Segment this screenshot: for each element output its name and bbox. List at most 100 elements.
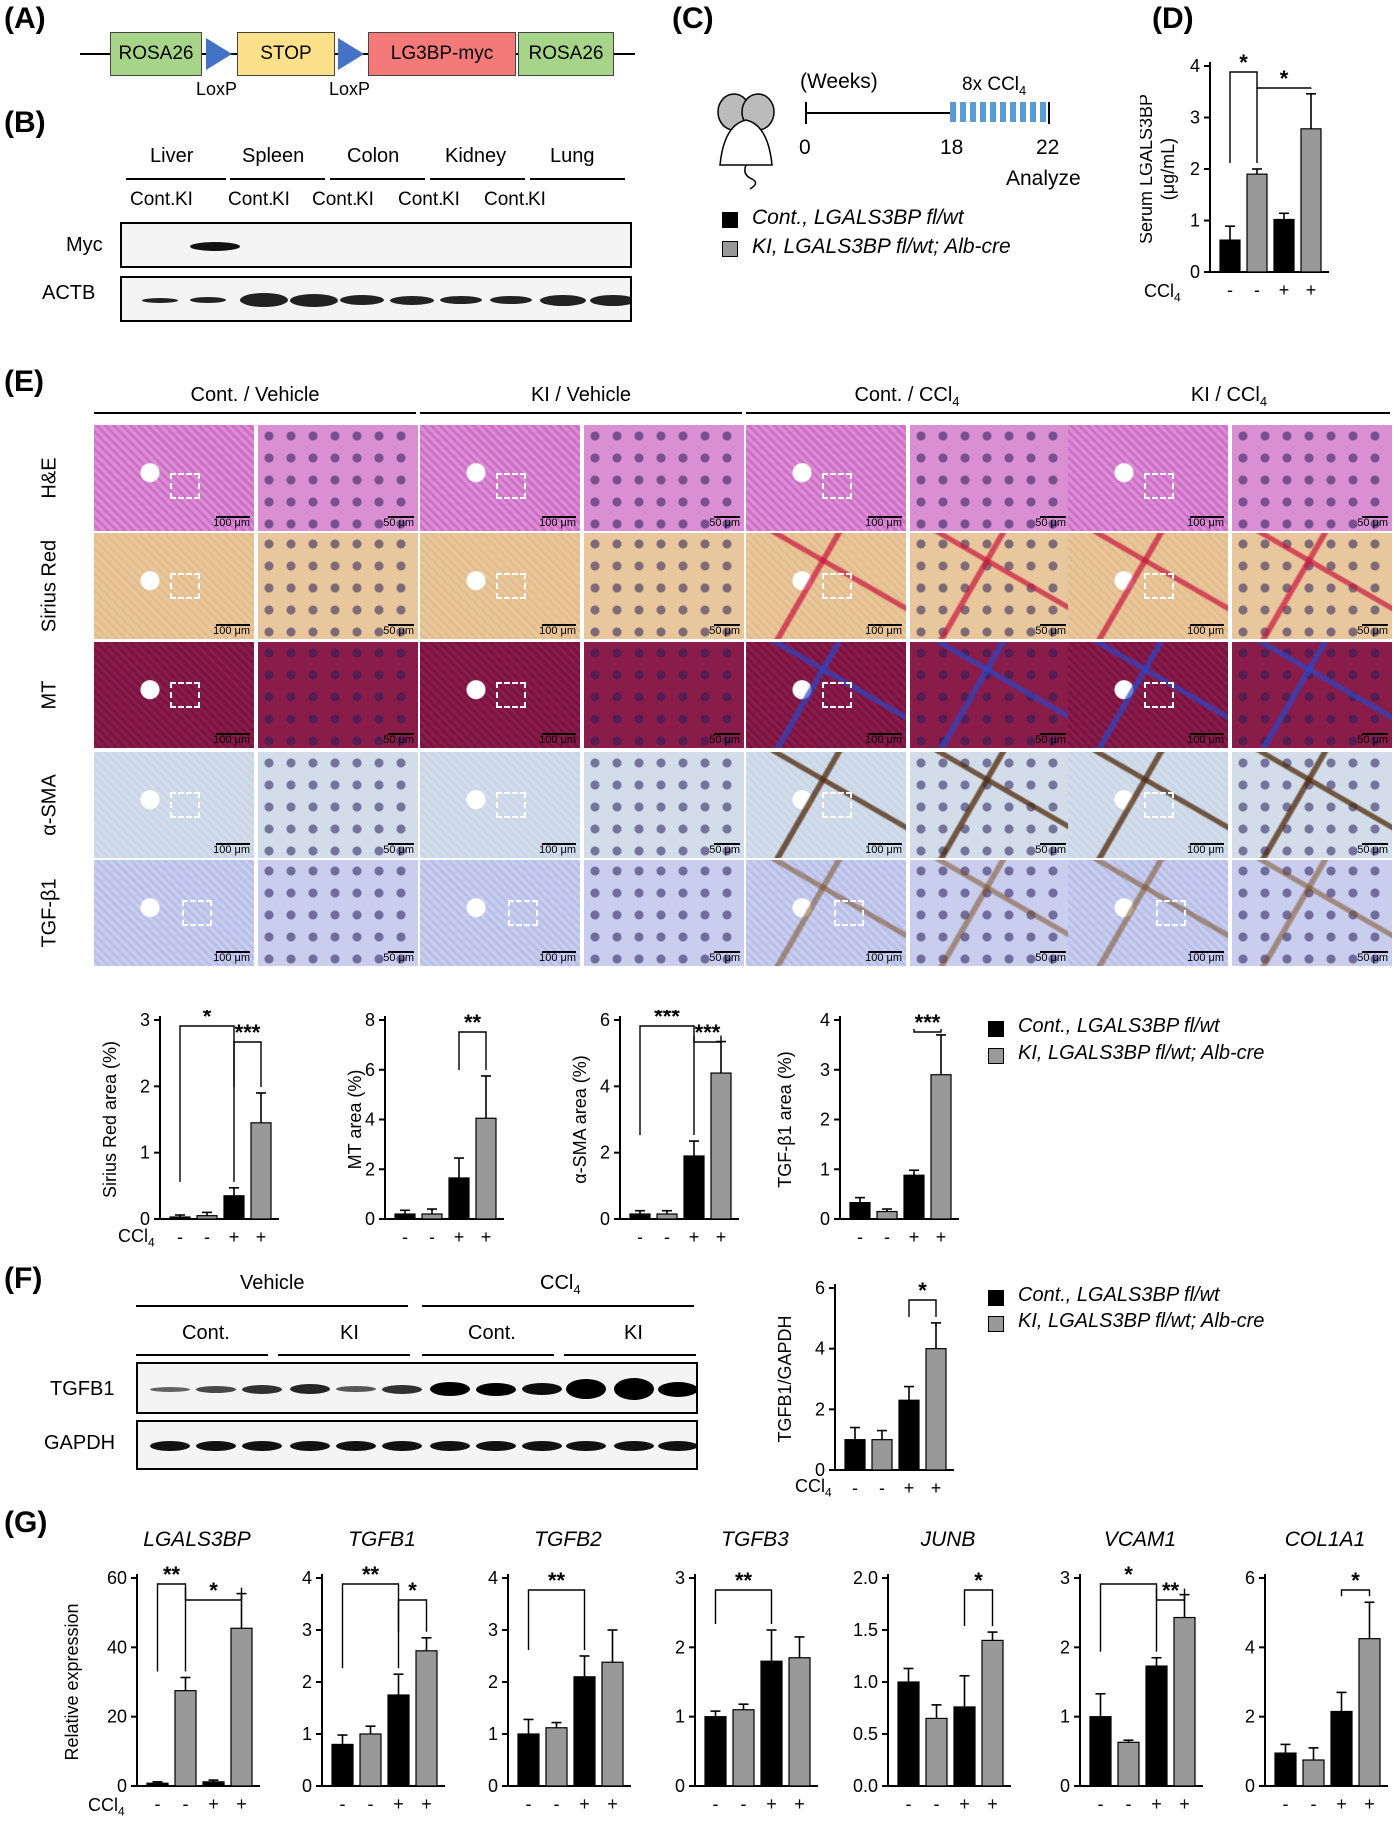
fibrosis-staining: [910, 860, 1070, 966]
blotf-ki-1: KI: [340, 1322, 359, 1344]
scale-bar: [542, 516, 576, 518]
fibrosis-staining: [1068, 642, 1228, 748]
blotf-underline: [422, 1305, 694, 1307]
scale-bar: [1190, 843, 1224, 845]
timeline-tick: [1048, 102, 1050, 124]
y-axis-label: Relative expression: [62, 1603, 82, 1760]
scale-bar-label: 50 μm: [1357, 952, 1388, 964]
y-axis-label: Sirius Red area (%): [100, 1041, 120, 1198]
zoom-region-box: [496, 682, 526, 708]
ccl4-sign: -: [1283, 1794, 1289, 1814]
tissue-underline: [126, 178, 226, 180]
blotf-underline: [564, 1354, 696, 1356]
histology-tile: 100 μm: [94, 425, 254, 531]
zoom-region-box: [1156, 900, 1186, 926]
zoom-region-box: [822, 573, 852, 599]
ccl4-row-label: CCl4: [795, 1476, 832, 1500]
histology-tile: 100 μm: [1068, 860, 1228, 966]
lane-label: KI: [175, 189, 193, 210]
myc-band: [190, 242, 240, 251]
blot-row-actb: ACTB: [42, 282, 96, 304]
ccl4-sign: -: [713, 1794, 719, 1814]
scale-bar-label: 100 μm: [865, 625, 902, 637]
y-tick-label: 3: [140, 1010, 150, 1030]
histology-tile: 100 μm: [746, 425, 906, 531]
ccl4-sign: -: [204, 1227, 210, 1247]
histology-tile: 50 μm: [1232, 860, 1392, 966]
histology-group-label: Cont. / CCl4: [854, 384, 960, 409]
zoom-region-box: [170, 792, 200, 818]
scale-bar: [216, 951, 250, 953]
scale-bar: [216, 624, 250, 626]
timeline-axis: [806, 112, 1049, 114]
bar: [732, 1709, 755, 1787]
ccl4-sign: +: [1151, 1794, 1162, 1814]
scale-bar-label: 50 μm: [1035, 952, 1066, 964]
ccl4-sign: +: [931, 1478, 942, 1498]
ccl4-sign: -: [884, 1227, 890, 1247]
y-tick-label: 0: [117, 1776, 127, 1796]
scale-bar-label: 50 μm: [1035, 734, 1066, 746]
lane-label: Cont.: [398, 189, 444, 210]
ccl4-sign: +: [987, 1794, 998, 1814]
chart-title: COL1A1: [1285, 1528, 1366, 1551]
y-tick-label: 0: [365, 1209, 375, 1229]
bar: [1117, 1741, 1140, 1787]
ccl4-sign: -: [402, 1227, 408, 1247]
histology-row-label: α-SMA: [38, 774, 61, 836]
panel-label-d: (D): [1152, 2, 1194, 35]
significance-bracket: [179, 1025, 235, 1182]
y-tick-label: 4: [820, 1010, 830, 1030]
histology-tile: 100 μm: [1068, 425, 1228, 531]
panel-label-c: (C): [672, 2, 714, 35]
bar: [849, 1201, 871, 1220]
tissue-underline: [430, 178, 525, 180]
y-tick-label: 1.5: [853, 1620, 878, 1640]
y-tick-label: 6: [815, 1278, 825, 1298]
ccl4-sign: -: [1227, 280, 1233, 300]
blotf-ccl4: CCl4: [540, 1272, 581, 1297]
y-tick-label: 1: [302, 1724, 312, 1744]
actb-band: [290, 293, 338, 307]
y-tick-label: 2: [1190, 159, 1200, 179]
histology-tile: 50 μm: [1232, 642, 1392, 748]
y-tick-label: 3: [1190, 108, 1200, 128]
ccl4-row-label: CCl4: [88, 1795, 125, 1819]
histology-tile: 50 μm: [1232, 752, 1392, 858]
histology-group-label: KI / Vehicle: [530, 384, 632, 406]
significance-label: *: [1351, 1568, 1360, 1593]
lane-label: Cont.: [130, 189, 176, 210]
bar: [394, 1213, 416, 1220]
timeline-tick: [805, 102, 807, 124]
bar: [710, 1072, 732, 1220]
chart-title: TGFB3: [721, 1528, 789, 1551]
histology-row-label: H&E: [38, 457, 61, 499]
histology-tile: 100 μm: [420, 425, 580, 531]
tgfb1-band: [150, 1386, 190, 1392]
significance-label: ***: [235, 1020, 261, 1045]
histology-tile: 50 μm: [584, 425, 744, 531]
ccl4-sign: +: [1306, 280, 1317, 300]
y-tick-label: 8: [365, 1010, 375, 1030]
scale-bar: [1190, 624, 1224, 626]
ccl4-sign: +: [481, 1227, 492, 1247]
bar: [844, 1439, 866, 1471]
panel-label-a: (A): [4, 2, 46, 35]
scale-bar-label: 100 μm: [213, 625, 250, 637]
tgfb1-band: [522, 1383, 562, 1395]
construct-box-rosa26-right: ROSA26: [518, 32, 614, 76]
fibrosis-staining: [746, 533, 906, 639]
histology-tile: 100 μm: [420, 533, 580, 639]
scale-bar-label: 50 μm: [383, 734, 414, 746]
y-tick-label: 4: [302, 1568, 312, 1588]
blotf-underline: [422, 1354, 554, 1356]
fibrosis-staining: [1232, 642, 1392, 748]
bar: [704, 1716, 727, 1787]
tgfb1-band: [614, 1378, 654, 1400]
ccl4-row-label: CCl4: [1144, 281, 1181, 305]
fibrosis-staining: [1068, 533, 1228, 639]
ccl4-sign: +: [607, 1794, 618, 1814]
